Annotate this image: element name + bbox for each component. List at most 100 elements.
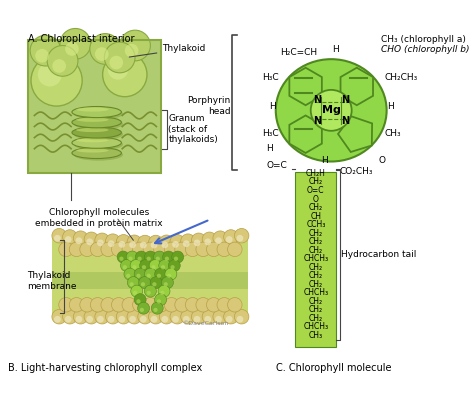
Circle shape bbox=[168, 259, 180, 271]
Circle shape bbox=[95, 47, 109, 61]
Bar bbox=[295, 172, 337, 347]
Text: H: H bbox=[269, 101, 276, 111]
Circle shape bbox=[213, 310, 228, 324]
Circle shape bbox=[183, 316, 190, 323]
Circle shape bbox=[235, 228, 249, 243]
Circle shape bbox=[125, 44, 138, 57]
Circle shape bbox=[52, 310, 66, 324]
Text: CH₂: CH₂ bbox=[309, 203, 323, 212]
Circle shape bbox=[123, 265, 127, 269]
Circle shape bbox=[140, 316, 147, 323]
Text: O=C: O=C bbox=[307, 186, 325, 195]
Circle shape bbox=[101, 242, 116, 257]
Text: Thylakoid
membrane: Thylakoid membrane bbox=[27, 271, 76, 291]
Circle shape bbox=[175, 242, 189, 257]
Circle shape bbox=[164, 298, 179, 312]
Circle shape bbox=[161, 316, 168, 323]
Circle shape bbox=[224, 230, 238, 244]
Circle shape bbox=[160, 291, 164, 295]
Circle shape bbox=[170, 234, 184, 249]
Circle shape bbox=[171, 265, 175, 269]
Circle shape bbox=[95, 310, 109, 324]
Circle shape bbox=[191, 310, 206, 324]
Circle shape bbox=[138, 235, 152, 250]
Circle shape bbox=[164, 242, 179, 257]
Circle shape bbox=[185, 298, 200, 312]
Circle shape bbox=[139, 277, 151, 289]
Text: N: N bbox=[341, 115, 349, 126]
Text: CH₂: CH₂ bbox=[309, 178, 323, 187]
Circle shape bbox=[146, 291, 151, 295]
Circle shape bbox=[63, 230, 77, 244]
Bar bbox=[52, 272, 248, 289]
Ellipse shape bbox=[76, 107, 109, 111]
Circle shape bbox=[172, 241, 179, 248]
Text: B. Light-harvesting chlorophyll complex: B. Light-harvesting chlorophyll complex bbox=[8, 363, 202, 373]
Circle shape bbox=[154, 308, 158, 312]
Circle shape bbox=[119, 257, 124, 261]
Text: CH: CH bbox=[310, 212, 321, 220]
Circle shape bbox=[90, 33, 120, 64]
Circle shape bbox=[69, 242, 84, 257]
Circle shape bbox=[152, 282, 156, 287]
Text: A. Chloroplast interior: A. Chloroplast interior bbox=[28, 33, 135, 44]
Text: Hydrocarbon tail: Hydrocarbon tail bbox=[341, 250, 417, 259]
Text: H: H bbox=[332, 45, 339, 55]
Circle shape bbox=[73, 231, 88, 246]
Circle shape bbox=[151, 302, 163, 314]
Circle shape bbox=[75, 237, 82, 244]
Circle shape bbox=[84, 310, 99, 324]
Circle shape bbox=[124, 268, 136, 280]
Circle shape bbox=[215, 316, 222, 323]
Circle shape bbox=[140, 259, 152, 271]
Circle shape bbox=[95, 233, 109, 248]
Circle shape bbox=[174, 257, 178, 261]
Text: CH₃: CH₃ bbox=[309, 331, 323, 340]
Circle shape bbox=[108, 240, 115, 247]
Circle shape bbox=[108, 316, 115, 323]
Circle shape bbox=[158, 285, 170, 297]
Circle shape bbox=[118, 316, 125, 323]
Circle shape bbox=[133, 298, 147, 312]
Circle shape bbox=[54, 316, 61, 323]
Circle shape bbox=[146, 257, 151, 261]
Circle shape bbox=[117, 251, 129, 263]
Text: Mg: Mg bbox=[322, 105, 341, 115]
Ellipse shape bbox=[276, 59, 387, 162]
Circle shape bbox=[137, 302, 149, 314]
Polygon shape bbox=[289, 115, 322, 153]
Circle shape bbox=[38, 62, 62, 86]
Text: H₂C=CH: H₂C=CH bbox=[280, 48, 318, 57]
Circle shape bbox=[140, 242, 147, 248]
Text: Granum
(stack of
thylakoids): Granum (stack of thylakoids) bbox=[168, 114, 218, 144]
Circle shape bbox=[235, 310, 249, 324]
Circle shape bbox=[80, 298, 94, 312]
Circle shape bbox=[175, 298, 189, 312]
Circle shape bbox=[108, 59, 128, 80]
Circle shape bbox=[73, 310, 88, 324]
Circle shape bbox=[106, 234, 120, 248]
Ellipse shape bbox=[76, 117, 109, 122]
Circle shape bbox=[150, 277, 162, 289]
Text: CH₃: CH₃ bbox=[384, 129, 401, 138]
Circle shape bbox=[91, 298, 105, 312]
Circle shape bbox=[161, 265, 165, 269]
Circle shape bbox=[155, 294, 166, 306]
Circle shape bbox=[80, 242, 94, 257]
Circle shape bbox=[116, 310, 131, 324]
Text: N: N bbox=[313, 115, 322, 126]
Circle shape bbox=[126, 274, 130, 278]
Circle shape bbox=[127, 235, 142, 250]
Circle shape bbox=[134, 268, 146, 280]
Circle shape bbox=[148, 235, 163, 250]
Circle shape bbox=[151, 316, 157, 323]
Circle shape bbox=[52, 228, 66, 243]
Text: H₃C: H₃C bbox=[262, 129, 278, 138]
Text: CH₂: CH₂ bbox=[309, 297, 323, 306]
Bar bbox=[52, 277, 248, 315]
Circle shape bbox=[154, 251, 165, 263]
Text: CHCH₃: CHCH₃ bbox=[303, 288, 328, 297]
Circle shape bbox=[63, 310, 77, 324]
Circle shape bbox=[126, 251, 138, 263]
Circle shape bbox=[86, 238, 93, 245]
